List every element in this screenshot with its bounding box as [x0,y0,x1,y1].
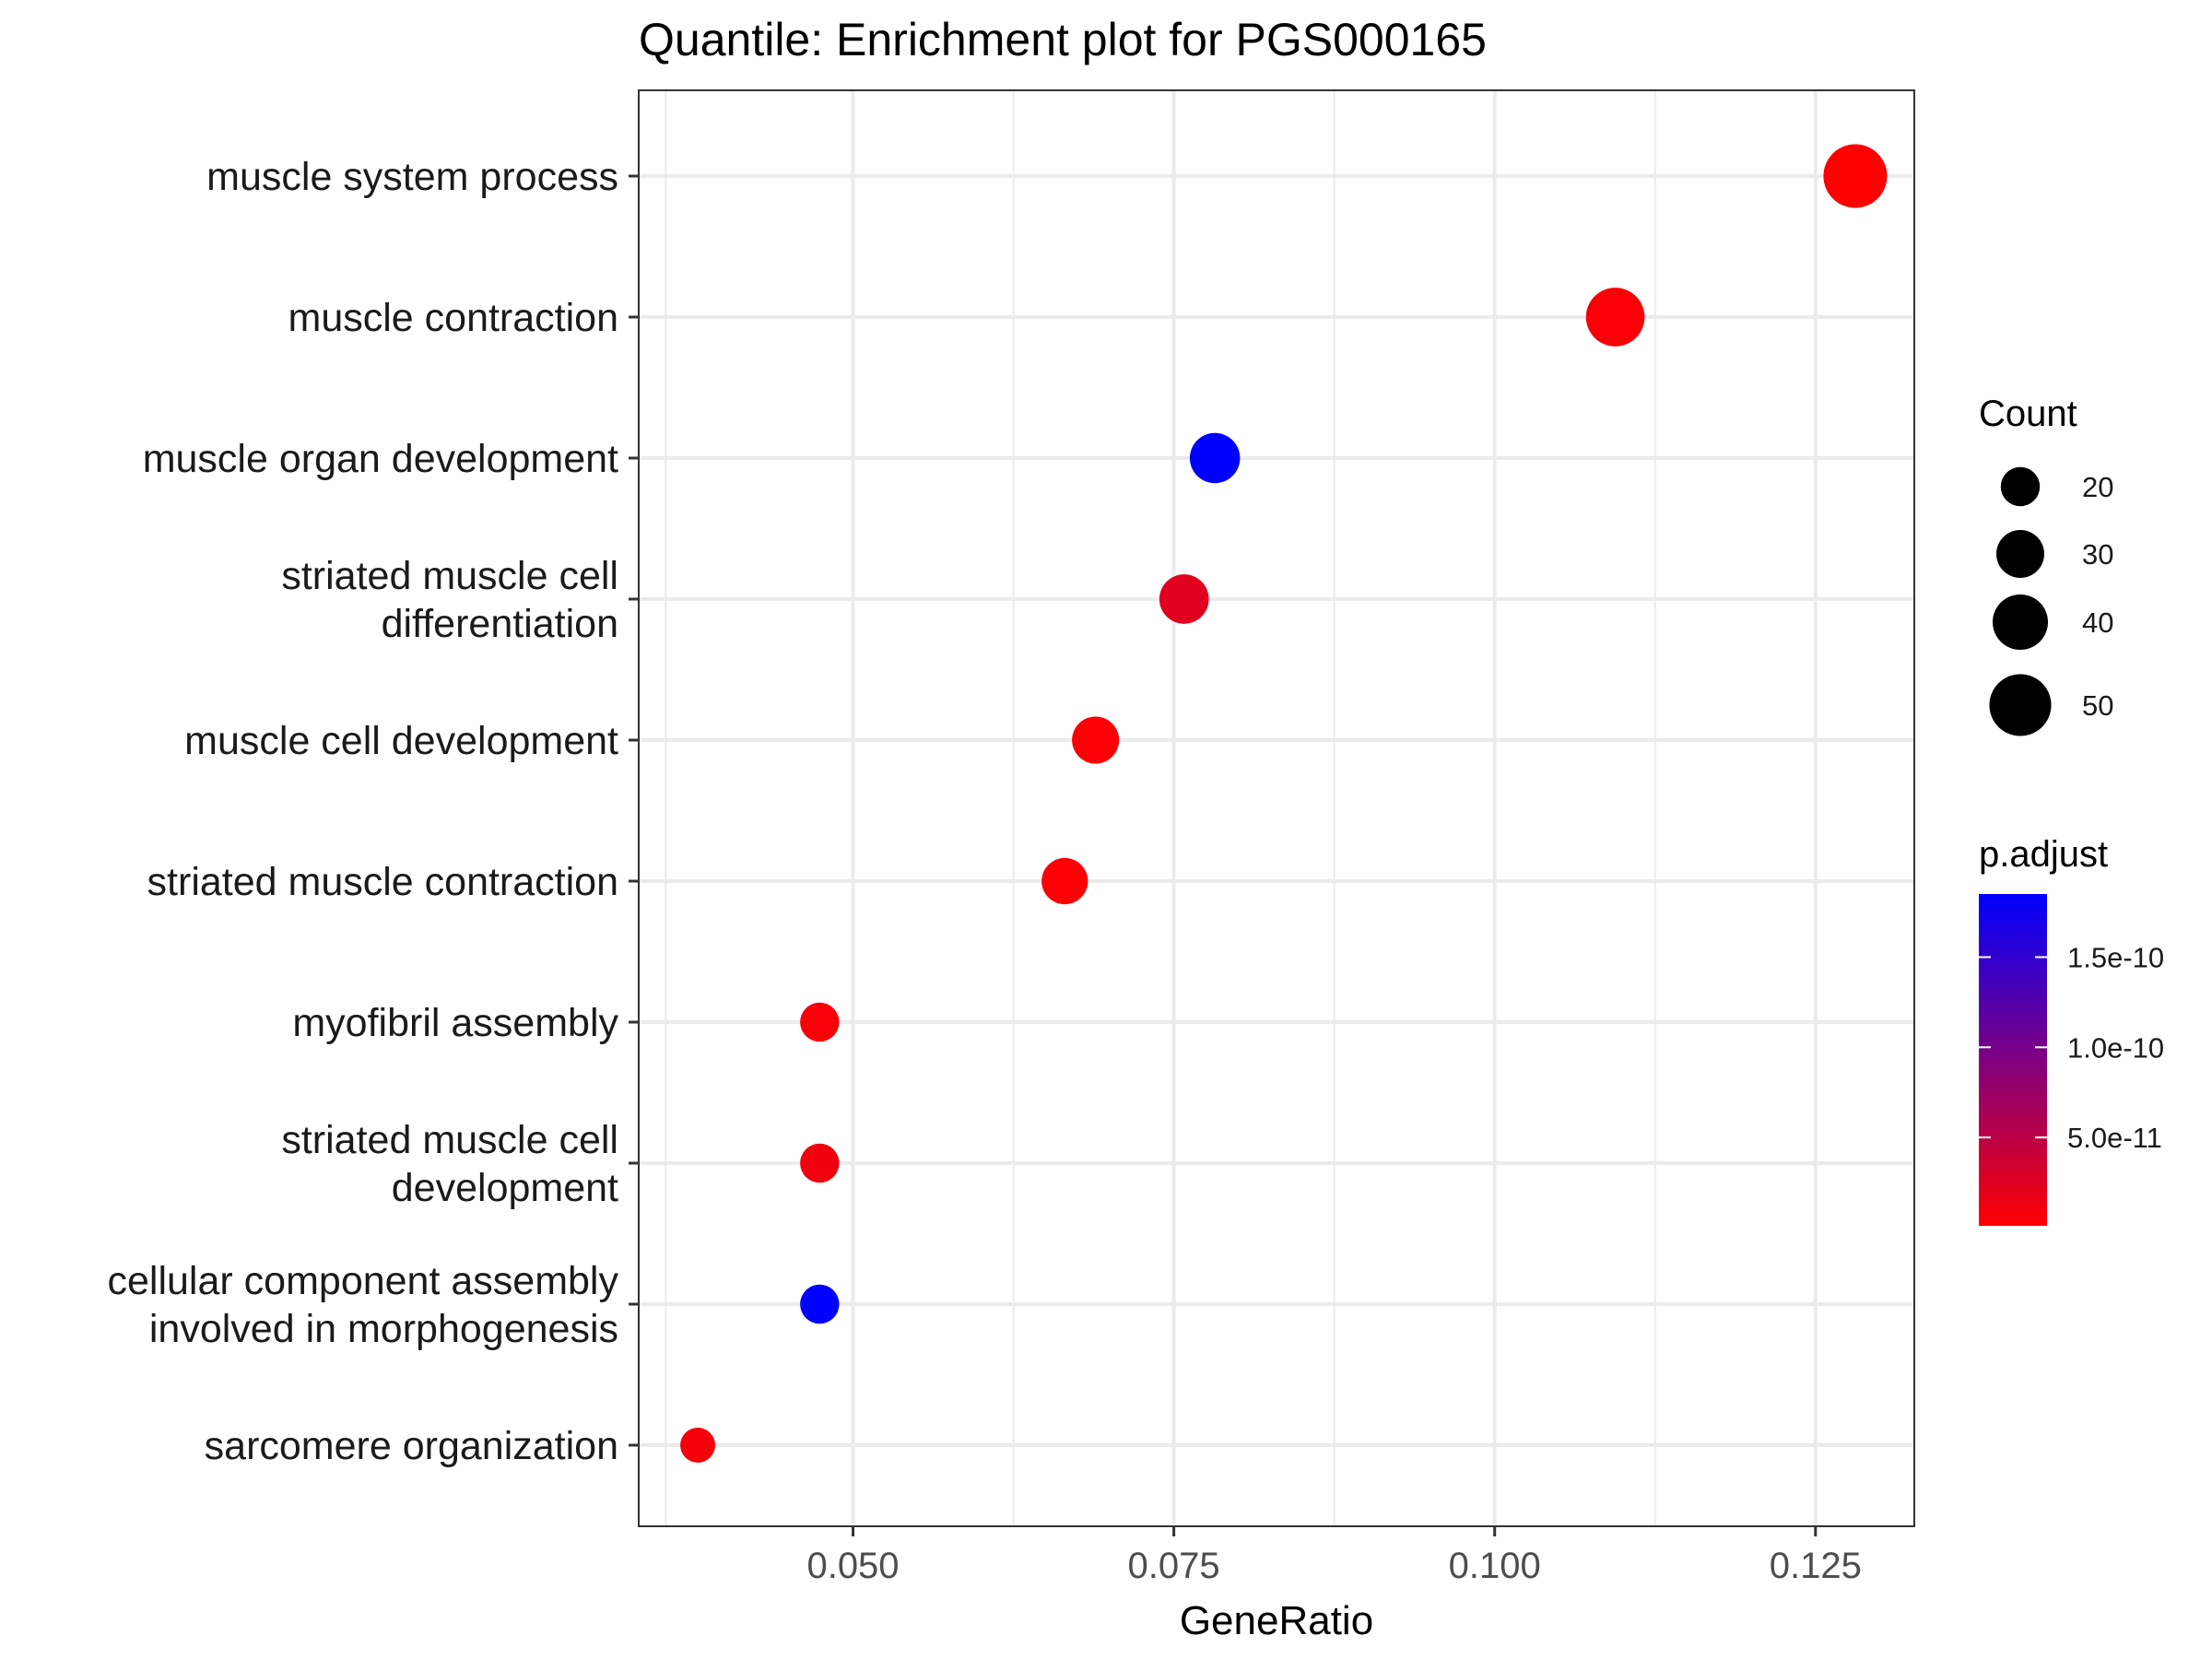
y-tick-label: sarcomere organization [205,1424,618,1468]
y-tick-label: muscle cell development [184,719,618,763]
color-bar [1979,894,2047,1226]
size-legend: Count 20 30 40 50 [1979,394,2113,736]
x-tick-label: 0.125 [1770,1546,1862,1586]
y-tick-label: muscle system process [206,155,618,199]
color-legend-title: p.adjust [1979,834,2108,875]
y-tick-label: cellular component assembly [108,1259,619,1303]
grid-lines [639,90,1914,1526]
size-legend-key [1993,594,2048,650]
x-axis-title: GeneRatio [1180,1598,1373,1643]
size-legend-title: Count [1979,394,2077,434]
data-point [1159,574,1209,624]
y-tick-label: involved in morphogenesis [149,1307,618,1351]
color-legend-label: 5.0e-11 [2067,1122,2162,1154]
data-point [1823,144,1888,208]
size-legend-label: 40 [2082,606,2113,639]
data-point [1585,288,1645,347]
data-point [1189,432,1241,484]
size-legend-key [1996,530,2044,578]
size-legend-key [1989,674,2052,736]
color-legend-label: 1.5e-10 [2067,941,2164,973]
color-legend: p.adjust 1.5e-10 1.0e-10 5.0e-11 [1979,834,2164,1226]
data-point [1072,716,1120,764]
y-tick-label: striated muscle cell [281,554,618,598]
size-legend-label: 20 [2082,471,2113,503]
y-tick-label: striated muscle cell [281,1118,618,1162]
y-tick-label: striated muscle contraction [147,860,618,904]
y-tick-label: myofibril assembly [292,1001,618,1045]
data-point [1041,857,1088,905]
y-tick-label: muscle contraction [288,296,619,340]
data-points [680,144,1888,1463]
y-tick-label: differentiation [382,602,618,646]
x-tick-label: 0.050 [806,1546,899,1586]
plot-panel-border [638,89,1915,1527]
y-tick-label: development [392,1166,618,1210]
data-point [800,1284,840,1324]
size-legend-label: 50 [2082,689,2113,722]
x-tick-label: 0.100 [1449,1546,1541,1586]
y-tick-label: muscle organ development [143,437,618,481]
size-legend-key [2000,466,2041,507]
size-legend-label: 30 [2082,538,2113,571]
x-axis: 0.050 0.075 0.100 0.125 [806,1526,1862,1586]
data-point [680,1428,716,1463]
chart-title: Quantile: Enrichment plot for PGS000165 [639,14,1487,65]
color-legend-label: 1.0e-10 [2067,1031,2164,1064]
x-tick-label: 0.075 [1128,1546,1220,1586]
y-axis: muscle system process muscle contraction m… [108,155,639,1468]
data-point [800,1143,840,1183]
data-point [800,1002,840,1042]
